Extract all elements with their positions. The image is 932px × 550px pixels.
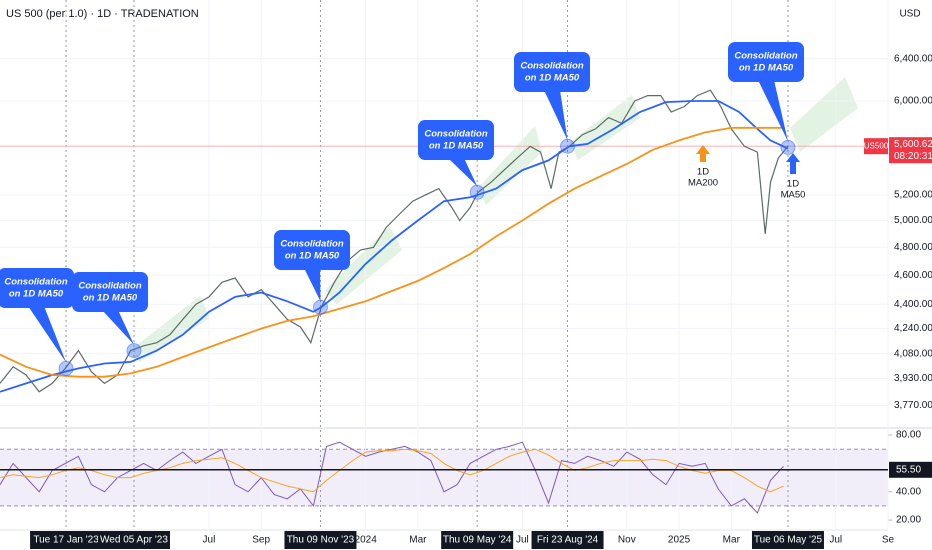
anchor-dot (312, 299, 328, 315)
bubble-pointer (102, 310, 134, 345)
y-tick-label: 4,240.00 (894, 323, 932, 334)
marker-text: MA50 (781, 190, 806, 201)
y-tick-label: 5,200.00 (894, 189, 932, 200)
y-tick-label: 4,600.00 (894, 270, 932, 281)
x-tick-label: Jul (829, 535, 842, 546)
bubble-pointer (448, 158, 478, 187)
bubble-text: Consolidation (4, 277, 68, 288)
x-tick-label: 2024 (355, 535, 378, 546)
marker-text: 1D (787, 179, 799, 190)
rsi-level-box (889, 461, 932, 478)
x-tick-label: Jul (203, 535, 216, 546)
bubble-text: on 1D MA50 (83, 293, 138, 304)
bubble-pointer (304, 268, 321, 302)
countdown: 08:20:31 (894, 151, 932, 162)
bubble-text: on 1D MA50 (9, 289, 64, 300)
date-label-box (30, 531, 103, 549)
x-tick-label: Nov (618, 535, 636, 546)
date-label: Wed 05 Apr '23 (100, 535, 168, 546)
date-label-box (751, 531, 824, 549)
anchor-dot (560, 138, 576, 154)
bubble (418, 120, 494, 160)
x-tick-label: 2025 (668, 535, 691, 546)
date-label-box (284, 531, 357, 549)
arrow-head (786, 153, 800, 162)
anchor-dot (58, 360, 74, 376)
y-tick-label: 6,400.00 (894, 53, 932, 64)
x-tick-label: Se (882, 535, 895, 546)
rsi-level-label: 55.50 (896, 464, 921, 475)
arrow-shaft (790, 161, 796, 174)
rsi-tick-label: 20.00 (896, 515, 921, 526)
bubble (0, 268, 74, 308)
y-tick-label: 4,800.00 (894, 242, 932, 253)
y-tick-label: 6,000.00 (894, 96, 932, 107)
bubble (728, 42, 804, 82)
bubble-pointer (544, 90, 568, 141)
bubble (514, 52, 590, 92)
bubble-text: Consolidation (78, 281, 142, 292)
anchor-dot (469, 184, 485, 200)
y-tick-label: 3,770.00 (894, 400, 932, 411)
date-label: Thu 09 Nov '23 (287, 535, 355, 546)
bubble-text: Consolidation (424, 129, 488, 140)
bubble-text: on 1D MA50 (429, 141, 484, 152)
bubble-text: on 1D MA50 (525, 73, 580, 84)
arrow-shaft (700, 153, 706, 162)
channel (790, 77, 858, 152)
bubble (274, 230, 350, 270)
chart-title: US 500 (per 1.0) · 1D · TRADENATION (6, 8, 199, 20)
x-tick-label: Jul (516, 535, 529, 546)
symbol-box (864, 138, 888, 155)
rsi-tick-label: 80.00 (896, 430, 921, 441)
bubble-text: Consolidation (734, 51, 798, 62)
date-label: Tue 06 May '25 (754, 535, 823, 546)
rsi-tick-label: 40.00 (896, 486, 921, 497)
y-tick-label: 3,930.00 (894, 373, 932, 384)
channel (478, 126, 542, 205)
bubble-text: Consolidation (280, 239, 344, 250)
date-label: Thu 09 May '24 (443, 535, 512, 546)
anchor-dot (780, 139, 796, 155)
arrow-head (696, 145, 710, 154)
anchor-dot (126, 343, 142, 359)
price-label: 5,600.62 (894, 139, 932, 150)
bubble-text: Consolidation (520, 61, 584, 72)
marker-text: 1D (697, 167, 709, 178)
date-label-box (441, 531, 514, 549)
series-line (0, 126, 784, 378)
currency: USD (899, 9, 920, 20)
y-tick-label: 5,000.00 (894, 215, 932, 226)
x-tick-label: Mar (409, 535, 427, 546)
bubble-text: on 1D MA50 (739, 63, 794, 74)
bubble-pointer (758, 80, 788, 142)
x-tick-label: Mar (723, 535, 741, 546)
price-box (889, 137, 932, 164)
date-label: Tue 17 Jan '23 (33, 535, 99, 546)
bubble-text: on 1D MA50 (285, 251, 340, 262)
date-label: Fri 23 Aug '24 (537, 535, 599, 546)
x-tick-label: Sep (252, 535, 270, 546)
series-line (0, 100, 789, 393)
rsi-band (0, 449, 888, 506)
bubble-pointer (28, 306, 67, 363)
y-tick-label: 4,080.00 (894, 348, 932, 359)
rsi-line (0, 448, 784, 493)
date-label-box (97, 531, 170, 549)
date-label-box (531, 531, 604, 549)
bubble (72, 272, 148, 312)
series-line (0, 89, 789, 393)
marker-text: MA200 (688, 178, 718, 189)
symbol-label: US500 (864, 141, 889, 150)
y-tick-label: 4,400.00 (894, 299, 932, 310)
